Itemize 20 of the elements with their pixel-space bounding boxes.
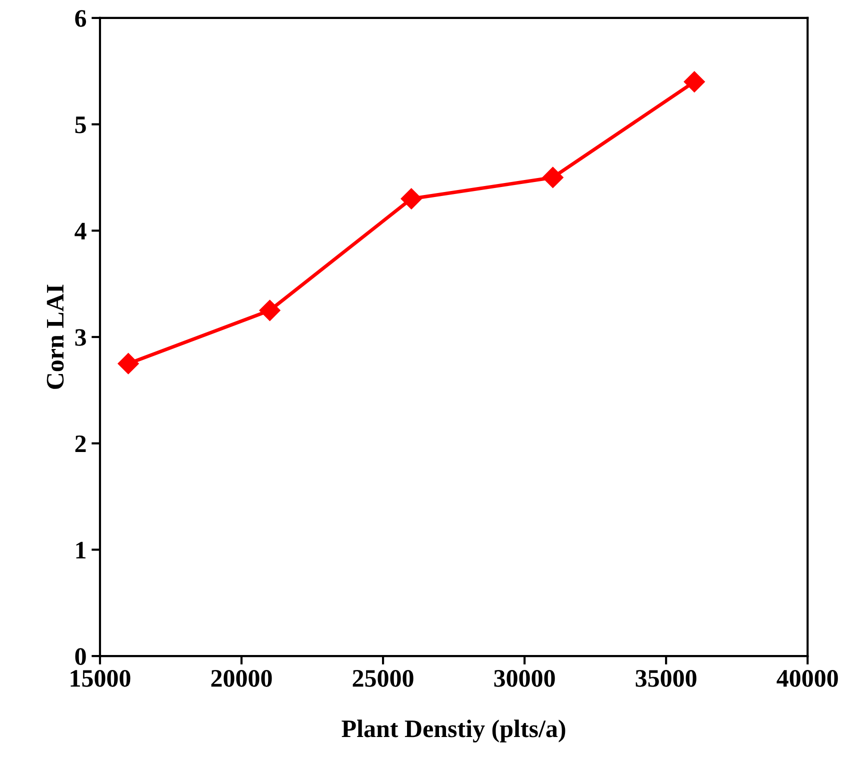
point: [684, 71, 705, 92]
y-tick-label: 1: [76, 542, 86, 558]
x-tick-label: 40000: [776, 670, 838, 687]
y-tick-label: 6: [75, 10, 86, 27]
point: [400, 188, 422, 210]
x-tick-label: 20000: [211, 670, 272, 687]
point: [542, 166, 564, 188]
y-tick-label: 5: [75, 116, 86, 134]
x-tick-label: 30000: [494, 670, 555, 687]
point: [259, 300, 280, 321]
y-tick-label: 0: [75, 648, 86, 665]
y-tick-label: 3: [75, 329, 86, 346]
y-tick-label: 4: [74, 222, 86, 240]
x-tick-label: 35000: [636, 670, 696, 687]
y-axis-title: Corn LAI: [46, 284, 64, 389]
point: [118, 353, 139, 374]
x-axis-title: Plant Denstiy (plts/a): [342, 720, 566, 742]
x-tick-label: 15000: [70, 670, 130, 687]
y-tick-label: 2: [75, 435, 86, 452]
x-tick-label: 25000: [352, 670, 414, 687]
